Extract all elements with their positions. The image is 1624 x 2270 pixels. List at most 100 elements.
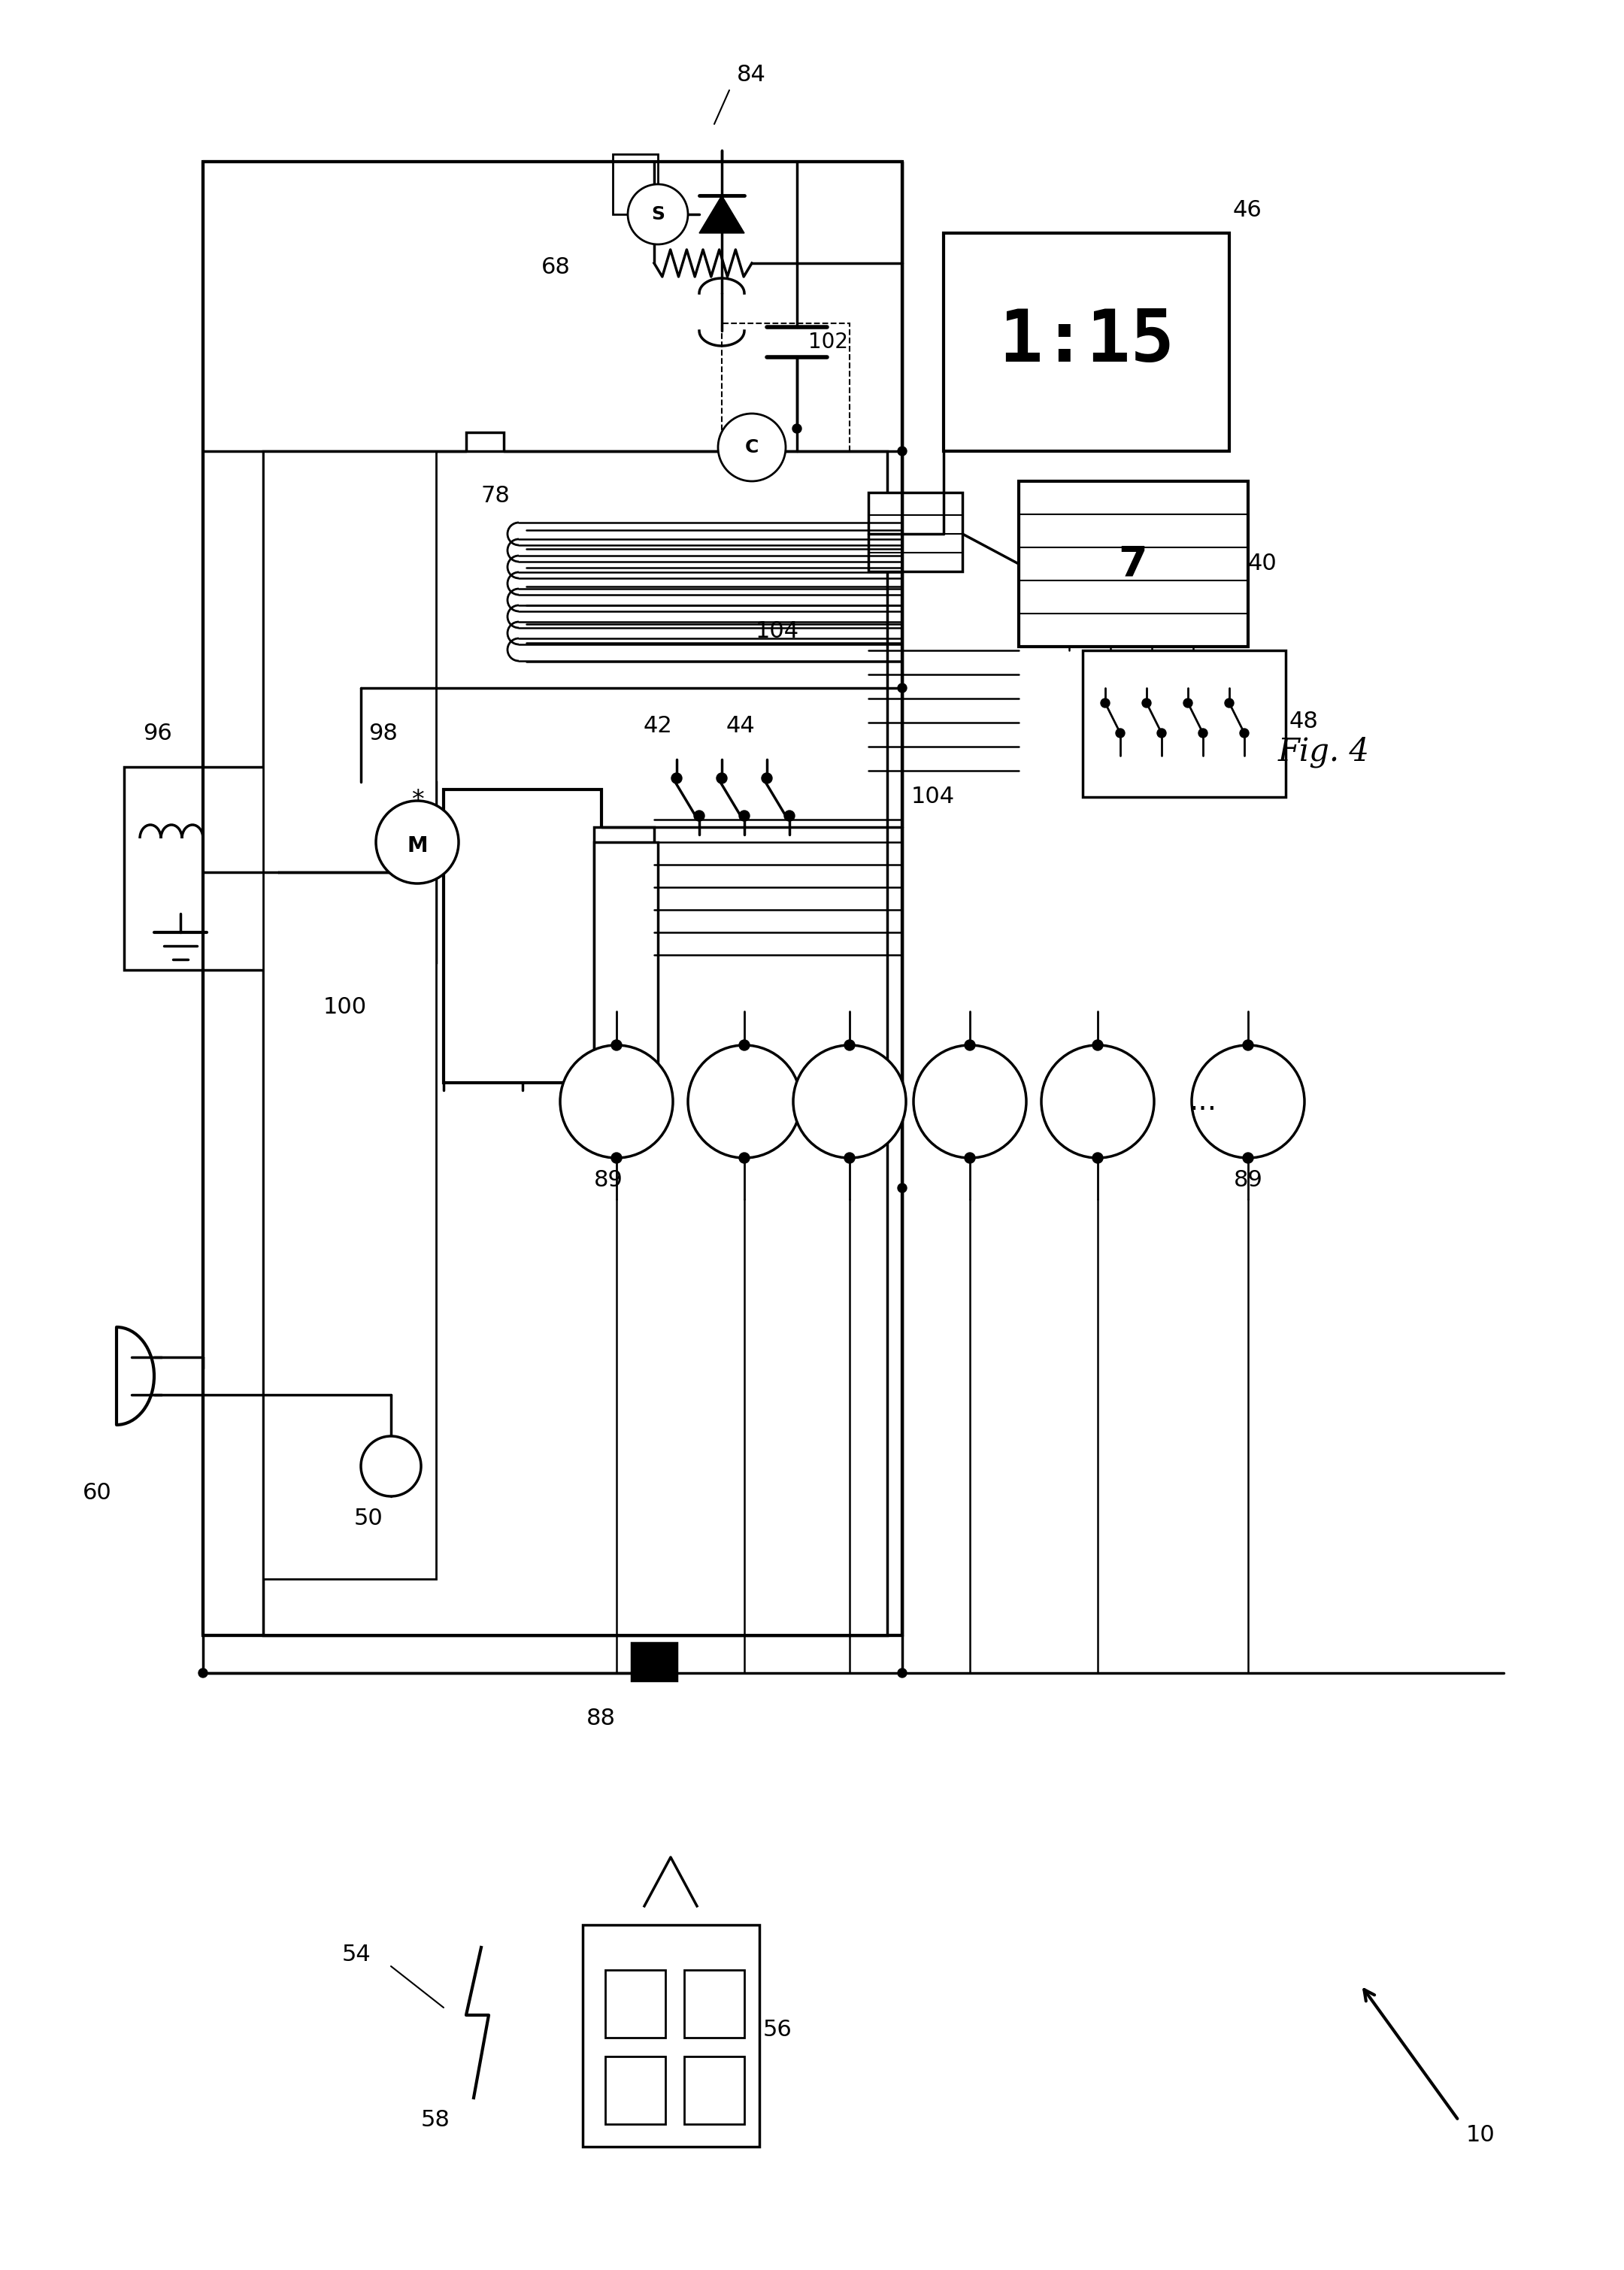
Text: 50: 50 [354,1507,383,1530]
Circle shape [1093,1040,1103,1051]
Circle shape [1093,1153,1103,1162]
Circle shape [739,1040,750,1051]
Text: 100: 100 [323,997,367,1019]
Text: 54: 54 [343,1943,372,1966]
Polygon shape [383,831,403,849]
Text: 98: 98 [369,722,398,745]
Polygon shape [320,894,338,915]
Bar [1083,651,1286,797]
Polygon shape [700,195,744,234]
Circle shape [965,1153,974,1162]
Polygon shape [320,831,338,849]
Text: 89: 89 [1234,1169,1263,1192]
Circle shape [1242,1040,1254,1051]
Bar [684,2057,744,2125]
Bar [721,322,849,481]
Circle shape [671,774,682,783]
Bar [263,452,887,1634]
Circle shape [1242,1153,1254,1162]
Bar [1018,481,1249,647]
Text: 68: 68 [541,257,570,277]
Bar [263,452,437,1580]
Text: 7: 7 [1119,543,1148,583]
Circle shape [1224,699,1234,708]
Circle shape [739,1153,750,1162]
Circle shape [1116,729,1125,738]
Text: Fig. 4: Fig. 4 [1278,735,1369,767]
Bar [466,431,503,470]
Text: 60: 60 [83,1482,112,1503]
Text: 102: 102 [809,331,848,352]
Bar [606,2057,666,2125]
Bar [944,234,1229,452]
Text: 56: 56 [763,2020,793,2041]
Circle shape [898,447,906,456]
Circle shape [913,1044,1026,1158]
Circle shape [1239,729,1249,738]
Circle shape [762,774,771,783]
Bar [684,1970,744,2038]
Polygon shape [391,858,421,888]
Circle shape [375,801,458,883]
Circle shape [793,1044,906,1158]
Circle shape [1142,699,1151,708]
Text: 44: 44 [726,715,755,735]
Circle shape [1101,699,1109,708]
Circle shape [560,1044,672,1158]
Text: 46: 46 [1233,200,1262,222]
Polygon shape [383,894,403,915]
Circle shape [965,1040,974,1051]
Text: 58: 58 [421,2109,450,2132]
Bar [278,781,437,962]
Polygon shape [300,858,331,888]
Text: *: * [411,788,424,813]
Bar [594,826,654,1053]
Circle shape [1041,1044,1155,1158]
Text: 104: 104 [911,785,955,808]
Circle shape [784,810,794,822]
Text: 48: 48 [1289,711,1319,733]
Circle shape [1184,699,1192,708]
Circle shape [718,413,786,481]
Text: 104: 104 [755,620,799,642]
Circle shape [898,1183,906,1192]
Circle shape [693,810,705,822]
Circle shape [689,1044,801,1158]
Text: 40: 40 [1249,554,1276,574]
Polygon shape [346,813,375,842]
Circle shape [611,1040,622,1051]
Circle shape [793,424,802,434]
Text: M: M [408,835,427,856]
Circle shape [628,184,689,245]
Text: 78: 78 [481,486,510,506]
Text: S: S [651,204,664,222]
Circle shape [898,1668,906,1678]
Text: C: C [745,438,758,456]
Bar [606,1970,666,2038]
Text: 42: 42 [643,715,672,735]
Text: 88: 88 [586,1707,615,1730]
Circle shape [361,1437,421,1496]
Circle shape [716,774,728,783]
Text: 10: 10 [1466,2125,1496,2147]
Circle shape [1192,1044,1304,1158]
Bar [632,1643,677,1680]
Circle shape [198,1668,208,1678]
Circle shape [1156,729,1166,738]
Text: 84: 84 [737,64,767,86]
Bar [443,790,601,1083]
Polygon shape [346,901,375,933]
Bar [612,154,658,213]
Text: 89: 89 [594,1169,624,1192]
Circle shape [898,683,906,692]
Bar [869,493,963,572]
Circle shape [844,1153,854,1162]
Circle shape [1199,729,1208,738]
Text: 1:15: 1:15 [999,306,1174,377]
Bar [583,1925,760,2147]
Circle shape [739,810,750,822]
Bar [123,767,278,969]
Circle shape [611,1153,622,1162]
Bar [203,161,903,1634]
Circle shape [844,1040,854,1051]
